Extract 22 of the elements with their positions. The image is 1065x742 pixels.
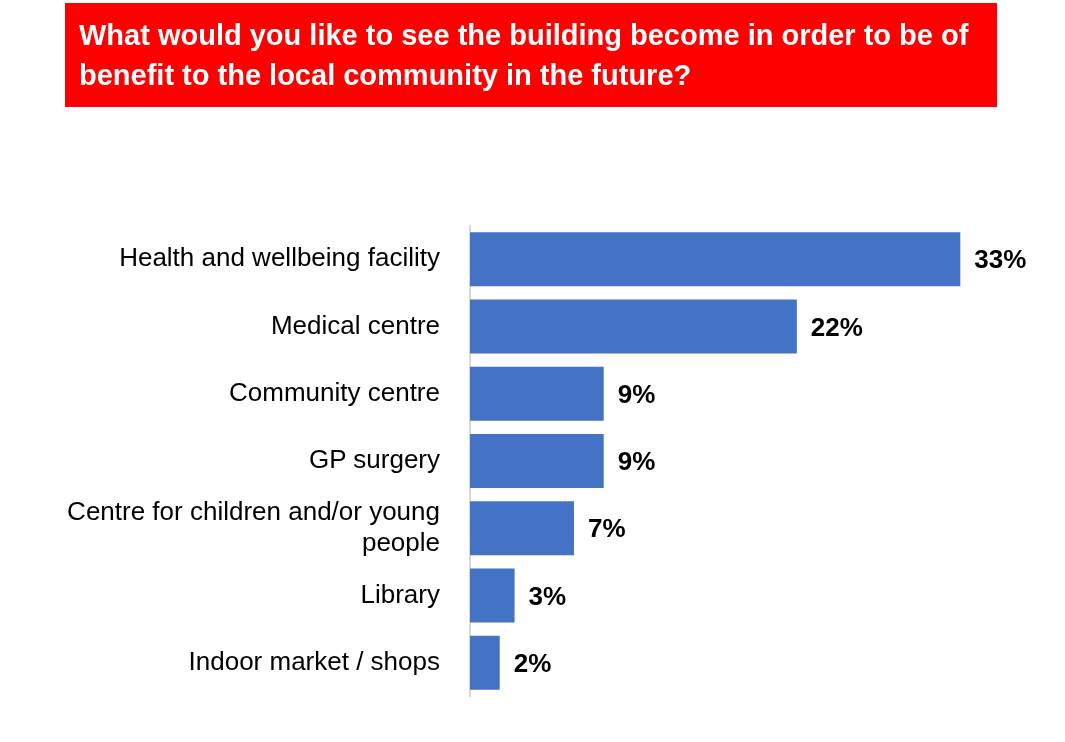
data-label: 7% xyxy=(588,513,626,544)
data-label: 9% xyxy=(617,378,656,409)
data-label: 3% xyxy=(528,580,567,611)
data-label: 33% xyxy=(974,244,1027,275)
bar xyxy=(470,568,515,623)
chart-title: What would you like to see the building become in order to be of benefit to the local community in the future? xyxy=(65,3,997,107)
bar xyxy=(470,232,961,287)
bar xyxy=(470,434,604,488)
y-tick-label: GP surgery xyxy=(308,444,440,475)
data-label: 22% xyxy=(810,311,863,342)
bar xyxy=(470,366,604,421)
y-tick-label: Health and wellbeing facility xyxy=(119,242,440,273)
data-label: 9% xyxy=(617,446,656,477)
data-label: 2% xyxy=(513,647,552,678)
bar xyxy=(470,299,797,354)
y-tick-label: Medical centre xyxy=(270,309,440,340)
bar xyxy=(470,501,574,556)
y-tick-label: Indoor market / shops xyxy=(188,645,440,676)
y-tick-label: Community centre xyxy=(229,376,440,407)
bar xyxy=(470,635,500,690)
y-tick-label: Library xyxy=(360,578,440,609)
y-tick-label: Centre for children and/or young people xyxy=(67,495,440,558)
